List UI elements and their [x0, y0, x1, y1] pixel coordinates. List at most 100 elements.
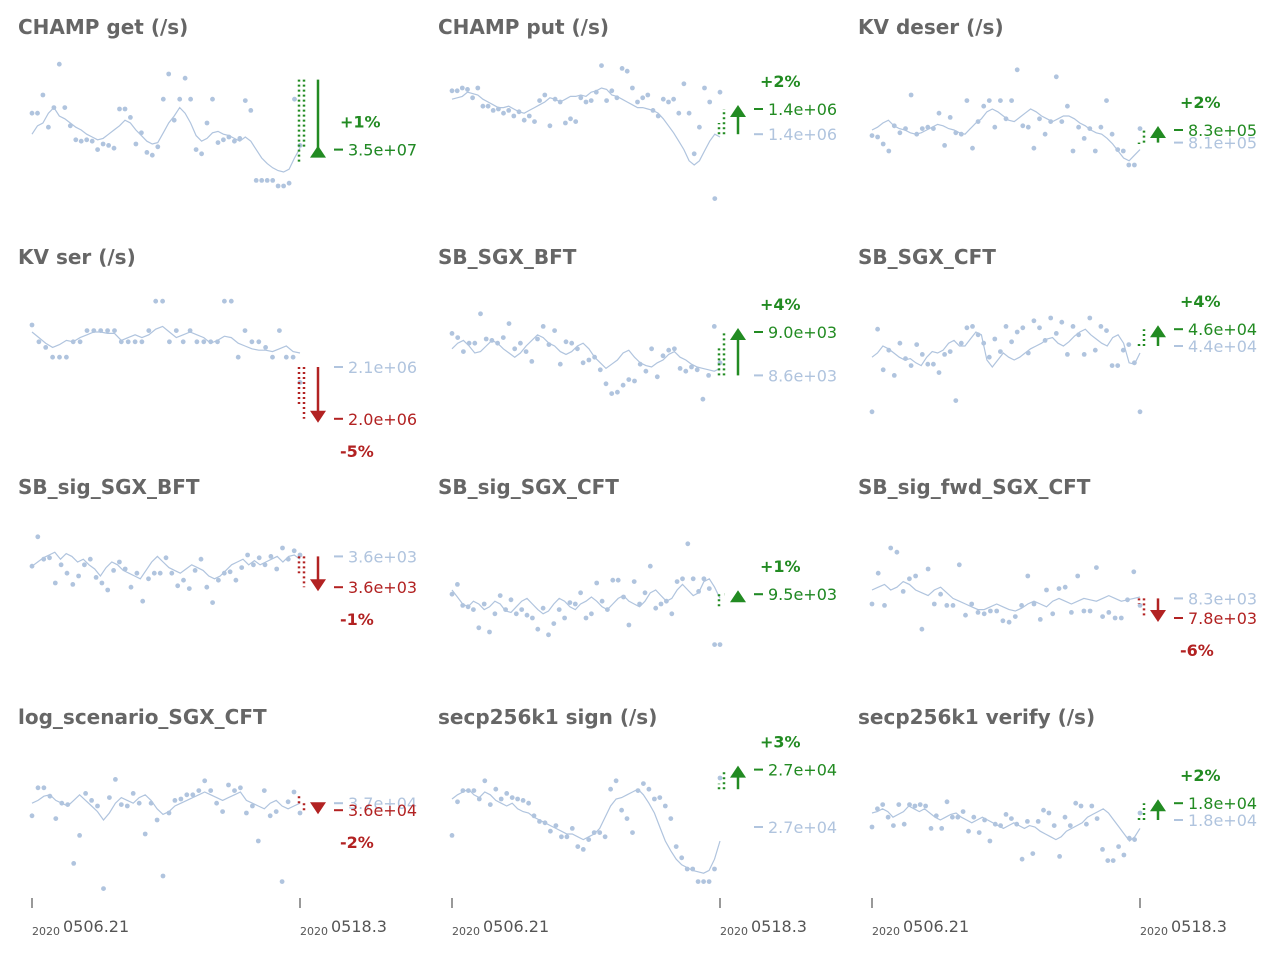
data-point [975, 610, 981, 615]
data-point [931, 361, 936, 367]
data-point [546, 342, 552, 347]
data-point [1031, 318, 1037, 324]
data-point [891, 123, 897, 129]
up-arrow-icon [1150, 325, 1166, 338]
data-point [1035, 819, 1041, 824]
data-point [70, 582, 76, 587]
data-point [537, 819, 542, 824]
data-point [56, 61, 62, 67]
x-tick-year: 2020 [300, 925, 328, 938]
data-point [160, 96, 166, 102]
data-point [59, 800, 65, 806]
data-point [1014, 67, 1020, 73]
data-point [478, 311, 483, 317]
data-point [552, 96, 558, 102]
data-point [487, 629, 492, 635]
up-arrow-icon [1150, 126, 1166, 138]
change-percent-label: +2% [760, 72, 801, 91]
data-point [139, 130, 144, 136]
x-tick-date: 0518.3 [1171, 917, 1227, 936]
data-point [132, 339, 138, 345]
data-point [981, 611, 987, 617]
data-point [619, 66, 625, 71]
data-point [511, 113, 517, 119]
data-point [122, 106, 128, 112]
data-point [907, 576, 912, 582]
data-point [64, 570, 70, 576]
data-point [535, 336, 540, 342]
data-point [931, 601, 937, 607]
data-point [562, 615, 567, 621]
data-point [455, 799, 460, 805]
data-point [140, 598, 146, 604]
data-point [925, 361, 931, 367]
data-point [886, 347, 892, 353]
data-point [660, 96, 666, 102]
data-point [504, 791, 510, 796]
data-point [506, 321, 512, 326]
data-point [472, 340, 478, 346]
data-point [936, 370, 942, 375]
data-point [583, 615, 589, 621]
data-point [588, 98, 594, 103]
data-point [914, 131, 920, 137]
data-point [154, 817, 160, 823]
data-point [1014, 821, 1020, 827]
data-point [542, 92, 548, 98]
data-point [29, 322, 35, 328]
data-point [87, 556, 93, 562]
data-point [662, 803, 668, 809]
data-point [658, 601, 664, 607]
data-point [950, 814, 955, 820]
data-point [122, 566, 128, 572]
change-percent-label: +2% [1180, 93, 1221, 112]
data-point [495, 340, 500, 346]
data-point [947, 349, 953, 354]
up-arrow-icon [730, 328, 746, 340]
data-point [250, 803, 255, 809]
data-point [270, 354, 275, 360]
data-point [208, 339, 214, 345]
data-point [672, 346, 677, 352]
data-point [615, 577, 621, 583]
data-point [222, 298, 227, 304]
data-point [521, 117, 527, 123]
data-point [1126, 835, 1132, 841]
data-point [118, 339, 124, 345]
data-point [671, 96, 676, 102]
data-point [1087, 126, 1093, 131]
data-point [575, 844, 581, 849]
data-point [192, 568, 198, 573]
data-point [1014, 329, 1020, 335]
x-tick-date: 0506.21 [483, 917, 549, 936]
chart-title: CHAMP put (/s) [438, 15, 609, 39]
data-point [958, 131, 964, 137]
data-point [181, 577, 186, 583]
data-point [684, 866, 690, 872]
data-point [706, 879, 712, 884]
baseline-value-label: 1.4e+06 [768, 125, 837, 144]
data-point [942, 143, 947, 148]
data-point [609, 391, 615, 396]
data-point [216, 577, 221, 583]
data-point [615, 389, 620, 395]
data-point [249, 339, 255, 345]
data-point [248, 108, 254, 113]
data-point [1037, 325, 1042, 331]
data-point [151, 570, 157, 576]
data-point [925, 566, 931, 572]
data-point [184, 792, 190, 798]
data-point [449, 331, 455, 336]
data-point [273, 809, 279, 814]
data-point [953, 130, 959, 136]
trend-line [31, 551, 301, 580]
data-point [917, 802, 923, 807]
trend-line [31, 791, 301, 821]
data-point [936, 110, 942, 116]
data-point [77, 833, 82, 838]
data-point [900, 589, 906, 594]
data-point [1006, 619, 1012, 625]
trend-line [31, 106, 301, 173]
data-point [653, 605, 659, 611]
data-point [232, 138, 237, 144]
